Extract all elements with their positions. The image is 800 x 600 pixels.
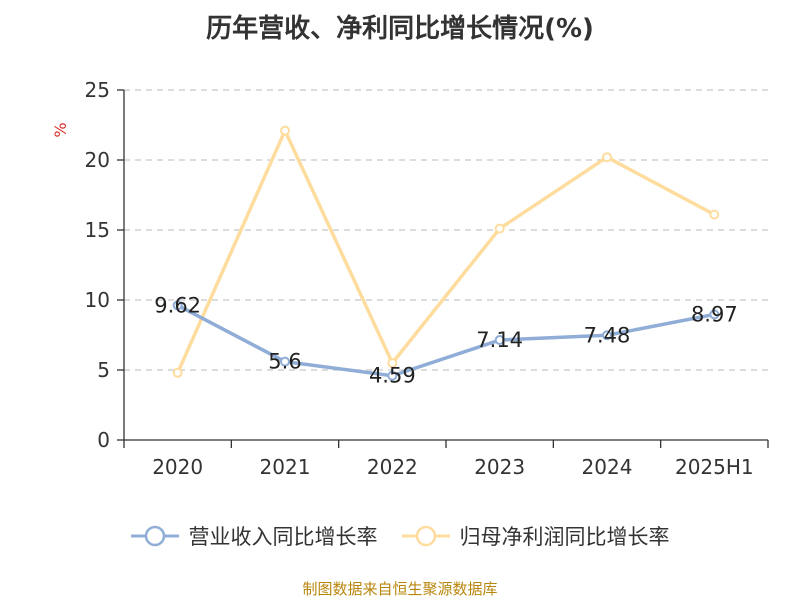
data-point xyxy=(494,335,505,346)
legend-marker xyxy=(130,525,179,547)
data-label: 7.48 xyxy=(584,323,631,347)
y-tick-label: 5 xyxy=(97,358,110,382)
data-point xyxy=(602,152,612,163)
data-label: 7.14 xyxy=(476,328,523,352)
legend-item: 营业收入同比增长率 xyxy=(130,521,378,551)
data-point xyxy=(709,209,720,220)
x-tick-label: 2021 xyxy=(260,455,311,479)
x-tick-label: 2024 xyxy=(582,455,633,479)
axes: 0 5 10 15 20 25% 2020 2021 2022 2023 2024 2025H1 xyxy=(51,78,769,479)
y-tick-label: 10 xyxy=(85,288,110,312)
y-tick-label: 20 xyxy=(85,148,110,172)
data-point xyxy=(280,356,290,367)
source-note: 制图数据来自恒生聚源数据库 xyxy=(302,580,498,598)
x-tick-label: 2023 xyxy=(474,455,525,479)
data-point xyxy=(280,125,290,136)
legend-label: 归母净利润同比增长率 xyxy=(459,525,670,549)
grid-lines xyxy=(124,89,768,371)
x-tick-label: 2022 xyxy=(367,455,418,479)
y-axis-label: % xyxy=(51,122,70,137)
y-tick-label: 25 xyxy=(85,78,110,102)
data-point xyxy=(602,330,612,341)
chart-title: 历年营收、净利同比增长情况(%) xyxy=(206,14,594,44)
series xyxy=(172,125,720,381)
data-point xyxy=(387,358,398,368)
y-tick-label: 15 xyxy=(85,218,110,242)
legend-label: 营业收入同比增长率 xyxy=(188,525,378,549)
legend: 营业收入同比增长率 归母净利润同比增长率 xyxy=(0,518,800,554)
labels: 9.62 5.6 4.59 7.14 7.48 8.97 xyxy=(154,293,737,387)
x-tick-label: 2020 xyxy=(152,455,203,479)
series-line xyxy=(176,303,715,378)
data-point xyxy=(494,223,505,234)
data-label: 4.59 xyxy=(369,364,416,388)
data-point xyxy=(172,300,183,311)
data-label: 9.62 xyxy=(154,293,201,317)
data-point xyxy=(172,367,183,378)
data-label: 5.6 xyxy=(268,350,301,374)
data-point xyxy=(709,309,720,320)
x-tick-label: 2025H1 xyxy=(675,455,754,479)
data-label: 8.97 xyxy=(691,302,738,326)
legend-item: 归母净利润同比增长率 xyxy=(401,521,670,551)
legend-marker xyxy=(401,525,450,547)
series-line xyxy=(176,128,716,374)
y-tick-label: 0 xyxy=(97,428,110,452)
data-point xyxy=(387,370,398,381)
